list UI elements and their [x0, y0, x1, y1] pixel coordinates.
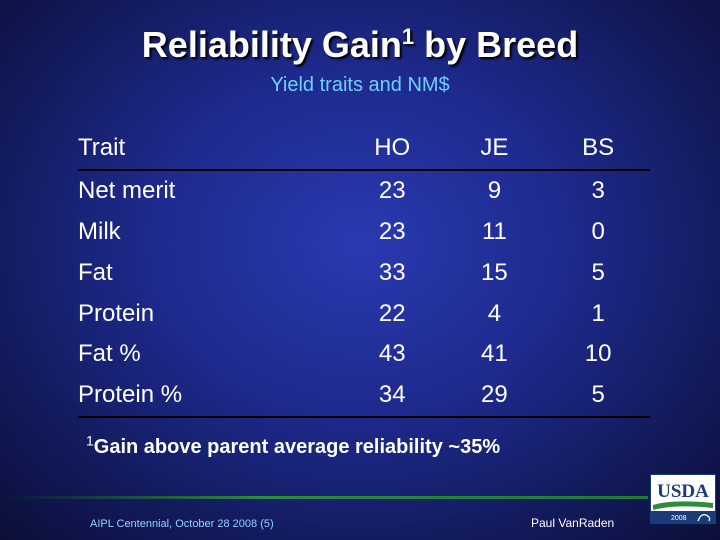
- cell-bs: 10: [584, 340, 612, 368]
- footnote-marker: 1: [86, 432, 94, 449]
- cell-bs: 3: [591, 177, 605, 205]
- cell-trait: Fat %: [78, 340, 141, 368]
- usda-logo-text: USDA: [657, 481, 709, 502]
- reliability-table: Trait HO JE BS Net merit 23 9 3 Milk 23 …: [78, 128, 650, 418]
- cell-ho: 23: [378, 177, 406, 205]
- cell-je: 11: [481, 217, 507, 245]
- usda-ars-logo: USDA 2008: [650, 474, 716, 524]
- cell-ho: 34: [341, 374, 443, 418]
- cell-trait: Net merit: [78, 177, 176, 205]
- cell-je: 29: [442, 374, 547, 418]
- table-row: Fat % 43 41 10: [78, 334, 650, 375]
- table-header-row: Trait HO JE BS: [78, 128, 650, 171]
- cell-bs: 0: [591, 217, 605, 245]
- footnote-text: Gain above parent average reliability ~3…: [93, 436, 501, 458]
- table-row: Milk 23 11 0: [78, 212, 650, 253]
- header-trait: Trait: [78, 128, 342, 171]
- footer-divider: [0, 496, 648, 499]
- cell-je: 9: [487, 177, 502, 205]
- cell-trait: Fat: [78, 258, 113, 286]
- cell-bs: 1: [591, 299, 605, 327]
- cell-trait: Milk: [78, 217, 121, 245]
- header-bs: BS: [546, 128, 650, 171]
- cell-ho: 23: [378, 217, 406, 245]
- logo-year: 2008: [671, 515, 687, 522]
- cell-ho: 43: [378, 340, 406, 368]
- cell-je: 4: [487, 299, 502, 327]
- title-main: Reliability Gain: [141, 24, 402, 65]
- cell-trait: Protein: [78, 299, 155, 327]
- cell-je: 15: [481, 258, 508, 286]
- footer-author: Paul VanRaden: [531, 516, 615, 530]
- table-row: Protein % 34 29 5: [78, 374, 650, 418]
- slide-subtitle: Yield traits and NM$: [270, 74, 450, 96]
- header-ho: HO: [341, 128, 443, 171]
- cell-bs: 5: [591, 258, 605, 286]
- cell-ho: 22: [378, 299, 406, 327]
- table-row: Net merit 23 9 3: [78, 170, 650, 212]
- cell-bs: 5: [546, 374, 650, 418]
- title-superscript: 1: [401, 24, 415, 49]
- logo-green-swoosh: [653, 501, 713, 510]
- footnote: 1Gain above parent average reliability ~…: [86, 433, 501, 459]
- cell-je: 41: [481, 340, 508, 368]
- cell-ho: 33: [378, 258, 406, 286]
- cell-trait: Protein %: [78, 374, 342, 418]
- slide-title: Reliability Gain1 by Breed: [0, 24, 720, 66]
- table-row: Fat 33 15 5: [78, 252, 650, 293]
- ars-mark-icon: [697, 513, 711, 522]
- footer-event: AIPL Centennial, October 28 2008 (5): [90, 518, 274, 530]
- table-row: Protein 22 4 1: [78, 293, 650, 334]
- header-je: JE: [442, 128, 547, 171]
- title-end: by Breed: [414, 24, 579, 65]
- usda-logo-icon: USDA 2008: [651, 481, 715, 523]
